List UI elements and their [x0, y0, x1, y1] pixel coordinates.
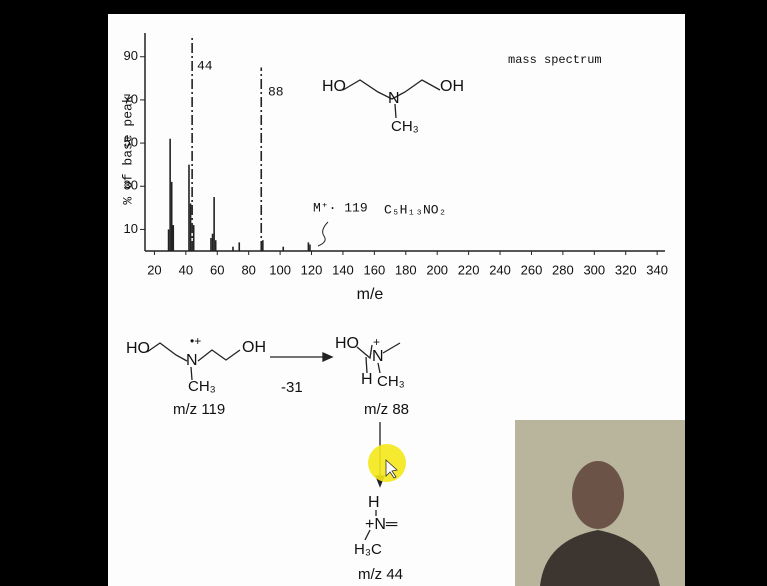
annotation: C₅H₁₃NO₂ [384, 202, 446, 217]
structure-label: +N═ [365, 516, 398, 533]
y-tick-label: 90 [124, 48, 138, 63]
annotation: 88 [268, 84, 284, 99]
structure-label: OH [440, 78, 464, 95]
structure-label: -31 [281, 379, 303, 396]
x-tick-label: 20 [147, 262, 161, 277]
x-tick-label: 300 [583, 262, 605, 277]
annotation-squiggle [317, 221, 329, 247]
x-tick-label: 40 [179, 262, 193, 277]
structure-label: CH₃ [188, 378, 216, 395]
structure-label: H [361, 371, 373, 388]
y-tick-label: 10 [124, 221, 138, 236]
x-tick-label: 240 [489, 262, 511, 277]
y-axis-label: % of base peak [120, 95, 135, 204]
x-tick-label: 220 [458, 262, 480, 277]
y-tick-label: 50 [124, 135, 138, 150]
structure-label: CH₃ [377, 373, 405, 390]
structure-label: OH [242, 339, 266, 356]
structure-label: + [373, 335, 380, 349]
structure-label: HO [126, 340, 150, 357]
x-tick-label: 140 [332, 262, 354, 277]
x-tick-label: 80 [241, 262, 255, 277]
x-tick-label: 260 [521, 262, 543, 277]
x-tick-label: 340 [646, 262, 668, 277]
x-tick-label: 280 [552, 262, 574, 277]
presenter-body [540, 530, 660, 586]
structure-label: •+ [190, 334, 201, 348]
x-tick-label: 60 [210, 262, 224, 277]
structure-label: HO [335, 335, 359, 352]
x-axis-label: m/e [357, 286, 384, 303]
structure-label: CH₃ [391, 118, 419, 135]
structure-label: N [388, 90, 400, 107]
structure-label: H₃C [354, 541, 382, 558]
annotation: M⁺· 119 [313, 200, 368, 215]
x-tick-label: 160 [364, 262, 386, 277]
cursor [385, 459, 398, 479]
x-tick-label: 100 [269, 262, 291, 277]
x-tick-label: 320 [615, 262, 637, 277]
annotation: 44 [197, 58, 213, 73]
structure-label: N [372, 348, 384, 365]
x-tick-label: 180 [395, 262, 417, 277]
presenter-head [572, 461, 624, 529]
structure-label: m/z 88 [364, 401, 409, 418]
y-tick-label: 30 [124, 178, 138, 193]
x-tick-label: 200 [426, 262, 448, 277]
structure-label: N [186, 352, 198, 369]
structure-label: m/z 119 [173, 401, 225, 418]
y-tick-label: 70 [124, 91, 138, 106]
structure-label: H [368, 494, 380, 511]
structure-label: HO [322, 78, 346, 95]
structure-label: m/z 44 [358, 566, 403, 583]
chart-title: mass spectrum [508, 53, 602, 67]
x-tick-label: 120 [301, 262, 323, 277]
bonds [146, 79, 441, 541]
